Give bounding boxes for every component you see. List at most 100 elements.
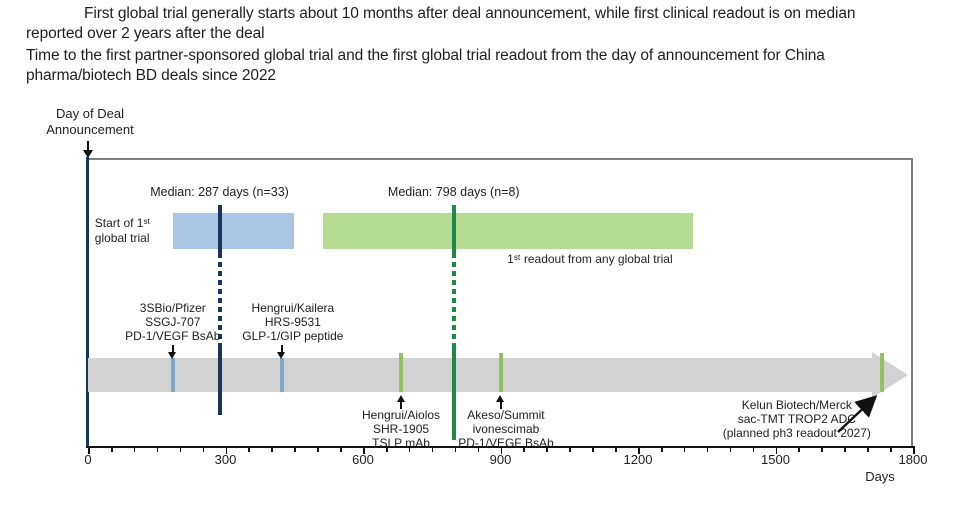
median-line-lower [217, 347, 222, 415]
x-tick [775, 447, 778, 454]
event-label-line: SHR-1905 [373, 422, 430, 437]
up-arrow-icon [499, 401, 502, 409]
event-label: 3SBio/Pfizer SSGJ-707 PD-1/VEGF BsAb [73, 301, 273, 343]
down-arrowhead-icon [168, 352, 177, 359]
timeline-band-arrowhead-icon [872, 352, 908, 398]
down-arrow-icon [171, 345, 174, 353]
event-label: Hengrui/Aiolos SHR-1905 TSLP mAb [301, 408, 501, 450]
plot-frame-right [911, 158, 913, 447]
day-zero-line [86, 157, 89, 447]
event-tick [279, 358, 284, 392]
x-axis-title: Days [865, 469, 895, 484]
x-tick-label: 1200 [623, 452, 653, 467]
x-tick [248, 447, 250, 452]
x-tick [363, 447, 365, 454]
plot-frame-top [88, 158, 913, 160]
kelun-pointer-arrow-icon [837, 395, 878, 433]
x-tick [477, 447, 480, 452]
event-label-line: PD-1/VEGF BsAb [125, 329, 221, 344]
up-arrowhead-icon [396, 395, 405, 402]
x-tick [271, 447, 273, 452]
event-tick [879, 353, 884, 392]
x-tick [202, 447, 205, 452]
page-title: First global trial generally starts abou… [26, 5, 856, 43]
x-tick [88, 447, 90, 454]
median-line-solid [217, 205, 222, 253]
median-line-lower [451, 347, 456, 440]
event-label: Kelun Biotech/Merck sac-TMT TROP2 ADC (pla… [697, 398, 897, 440]
event-label: Hengrui/Kailera HRS-9531 GLP-1/GIP peptide [193, 301, 393, 343]
event-label: Akeso/Summit ivonescimab PD-1/VEGF BsAb [406, 408, 606, 450]
x-tick [867, 447, 869, 452]
x-tick [706, 447, 709, 452]
event-label-line: sac-TMT TROP2 ADC [737, 412, 856, 427]
x-tick [683, 447, 686, 452]
event-tick [170, 358, 175, 392]
event-label-line: TSLP mAb [372, 436, 430, 451]
event-label-line: ivonescimab [472, 422, 540, 437]
x-tick [133, 447, 136, 452]
x-tick-label: 900 [489, 452, 512, 467]
x-tick [638, 447, 640, 454]
x-tick [913, 447, 915, 454]
x-tick-label: 1800 [898, 452, 928, 467]
x-tick [385, 447, 388, 452]
x-tick [615, 447, 617, 452]
x-tick-label: 0 [84, 452, 92, 467]
median-line-dotted [217, 253, 222, 347]
x-tick [110, 447, 113, 452]
x-tick [340, 447, 342, 452]
x-tick [660, 447, 663, 452]
range-bar [323, 213, 693, 249]
median-label: Median: 798 days (n=8) [387, 185, 520, 199]
x-tick [821, 447, 823, 452]
event-label-line: GLP-1/GIP peptide [242, 329, 344, 344]
timeline-chart: Day of Deal Announcement Median: 287 day… [0, 100, 953, 522]
x-tick [523, 447, 525, 452]
x-tick [546, 447, 548, 452]
origin-arrowhead-icon [83, 150, 93, 158]
x-tick [179, 447, 182, 452]
event-label-line: Hengrui/Kailera [251, 301, 335, 315]
x-tick [294, 447, 296, 452]
range-label: Start of 1ˢᵗ global trial [94, 216, 151, 245]
event-label-line: HRS-9531 [264, 315, 321, 330]
x-tick-label: 1500 [761, 452, 790, 467]
page-subtitle: Time to the first partner-sponsored glob… [26, 47, 825, 85]
event-label-line: Akeso/Summit [467, 408, 545, 422]
x-tick [729, 447, 732, 452]
median-line-dotted [451, 253, 456, 347]
median-label: Median: 287 days (n=33) [150, 185, 289, 199]
x-tick [431, 447, 434, 452]
x-tick [454, 447, 457, 452]
event-label-line: PD-1/VEGF BsAb [458, 436, 554, 451]
x-tick [408, 447, 411, 452]
up-arrow-icon [400, 401, 403, 409]
range-label: 1ˢᵗ readout from any global trial [507, 252, 673, 266]
x-tick-label: 300 [214, 452, 237, 467]
x-tick [569, 447, 571, 452]
event-tick [498, 353, 503, 392]
x-tick [890, 447, 892, 452]
origin-label: Day of Deal Announcement [46, 106, 134, 137]
event-label-line: SSGJ-707 [145, 315, 201, 330]
range-bar [172, 213, 295, 249]
up-arrowhead-icon [496, 395, 505, 402]
timeline-band [88, 358, 872, 392]
x-tick [592, 447, 594, 452]
event-label-line: Hengrui/Aiolos [362, 408, 441, 422]
origin-arrow-icon [87, 141, 89, 151]
x-tick [156, 447, 159, 452]
event-tick [399, 353, 404, 392]
median-line-solid [451, 205, 456, 253]
event-label-line: (planned ph3 readout 2027) [722, 426, 871, 441]
x-tick [844, 447, 846, 452]
event-label-line: 3SBio/Pfizer [139, 301, 206, 315]
x-tick [752, 447, 755, 452]
x-tick-label: 600 [352, 452, 374, 467]
x-tick [500, 447, 503, 454]
event-label-line: Kelun Biotech/Merck [741, 398, 852, 412]
x-tick [317, 447, 319, 452]
down-arrowhead-icon [277, 352, 286, 359]
